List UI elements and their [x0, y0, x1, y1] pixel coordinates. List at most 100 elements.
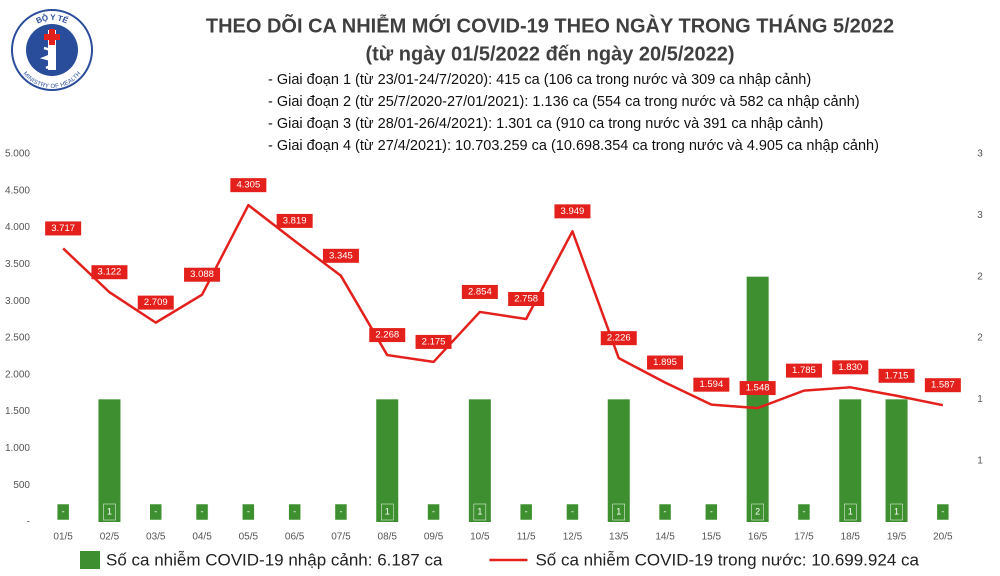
logo-top: BỘ Y TẾ [35, 13, 70, 26]
bar-label: 1 [107, 506, 112, 516]
bar-label: - [154, 506, 157, 516]
bar-label-box [890, 503, 903, 521]
logo: BỘ Y TẾ MINISTRY OF HEALTH [11, 9, 93, 91]
x-tick-label: 20/5 [933, 532, 953, 543]
bar-label: - [941, 506, 944, 516]
bar-label-box [195, 503, 209, 521]
y2-tick-label: 2 [977, 333, 983, 344]
line-label-box [230, 178, 267, 193]
line-label: 2.226 [607, 333, 631, 344]
bar-label-box [936, 503, 950, 521]
y2-tick-label: 2 [977, 271, 983, 282]
bar-label: - [201, 506, 204, 516]
x-tick-label: 06/5 [285, 532, 305, 543]
bar-label-box [149, 503, 162, 521]
chart-subtitle: (từ ngày 01/5/2022 đến ngày 20/5/2022) [365, 43, 734, 65]
x-tick-label: 19/5 [887, 532, 907, 543]
line-label-box [461, 284, 498, 299]
line-label: 2.854 [468, 286, 492, 297]
logo-snake [39, 46, 54, 70]
line-label-box [600, 331, 637, 346]
annotation: - Giai đoạn 1 (từ 23/01-24/7/2020): 415 … [268, 72, 811, 88]
y-tick-label: 5.000 [5, 149, 30, 160]
bar-label-box [797, 503, 811, 521]
bar [376, 399, 399, 522]
line-label: 2.268 [375, 330, 399, 341]
line-label-box [415, 334, 452, 349]
x-tick-label: 10/5 [470, 532, 490, 543]
bar-label-box [288, 503, 301, 521]
bar-label-box [473, 503, 487, 521]
y-tick-label: 4.000 [5, 222, 30, 233]
bar-label: 2 [755, 506, 760, 516]
x-tick-label: 12/5 [563, 532, 583, 543]
y-tick-label: 500 [13, 480, 30, 491]
y-tick-label: 4.500 [5, 185, 30, 196]
bar-label: - [432, 506, 435, 516]
x-tick-label: 14/5 [655, 532, 675, 543]
logo-staff [48, 30, 56, 70]
bar-label: - [664, 506, 667, 516]
bar-label: - [247, 506, 250, 516]
bar-label: - [339, 506, 342, 516]
bar [746, 276, 769, 522]
annotation: - Giai đoạn 2 (từ 25/7/2020-27/01/2021):… [268, 94, 860, 110]
bar-label-box [844, 503, 857, 521]
logo-text: BỘ Y TẾ [35, 13, 70, 26]
bar-label-box [56, 503, 70, 521]
y-tick-label: 3.500 [5, 259, 30, 270]
x-tick-label: 09/5 [424, 532, 444, 543]
bar-label-box [751, 503, 764, 521]
line-label-box [45, 221, 82, 236]
bar [839, 399, 862, 522]
y2-tick-label: 1 [977, 394, 983, 405]
line-label-box [785, 363, 822, 378]
line-label: 3.345 [329, 250, 353, 261]
bar-label: - [802, 506, 805, 516]
y-tick-label: 2.000 [5, 369, 30, 380]
line-label-box [554, 204, 591, 219]
line [62, 203, 944, 410]
line-label-box [91, 265, 128, 280]
bar [607, 399, 630, 522]
x-tick-label: 05/5 [239, 532, 259, 543]
line-label: 2.709 [144, 297, 168, 308]
line-label-box [924, 378, 961, 393]
bar-label: 1 [385, 506, 390, 516]
y-tick-label: 1.000 [5, 443, 30, 454]
line-label: 1.548 [746, 383, 770, 394]
bar-label-box [381, 503, 394, 521]
bar [98, 399, 121, 522]
x-tick-label: 04/5 [192, 532, 212, 543]
x-tick-label: 16/5 [748, 532, 768, 543]
x-tick-label: 13/5 [609, 532, 629, 543]
y-tick-label: - [27, 517, 30, 528]
bar-label: 1 [894, 506, 899, 516]
line-label: 1.594 [699, 379, 723, 390]
bar-label-box [612, 503, 625, 521]
line-label-box [369, 328, 406, 343]
line-label-box [137, 295, 174, 310]
chart-title: THEO DÕI CA NHIỄM MỚI COVID-19 THEO NGÀY… [206, 13, 894, 37]
bar-label-box [705, 503, 718, 521]
y-tick-label: 2.500 [5, 333, 30, 344]
x-tick-label: 15/5 [702, 532, 722, 543]
bar-label-box [334, 503, 348, 521]
line-label-box [276, 213, 313, 228]
line-label: 3.717 [51, 223, 75, 234]
logo-cross [49, 29, 55, 45]
y-tick-label: 3.000 [5, 296, 30, 307]
line-label: 1.587 [931, 380, 955, 391]
bar-label: - [525, 506, 528, 516]
legend-swatch [80, 551, 100, 569]
bar-label-box [519, 503, 533, 521]
line-label: 2.175 [422, 336, 446, 347]
line-label: 4.305 [236, 180, 260, 191]
bar-label: - [62, 506, 65, 516]
line-label: 3.088 [190, 269, 214, 280]
bar-label-box [566, 503, 579, 521]
line-label: 1.715 [885, 370, 909, 381]
bar [885, 399, 908, 522]
bar-label: 1 [477, 506, 482, 516]
legend-label: Số ca nhiễm COVID-19 nhập cảnh: 6.187 ca [106, 550, 443, 569]
